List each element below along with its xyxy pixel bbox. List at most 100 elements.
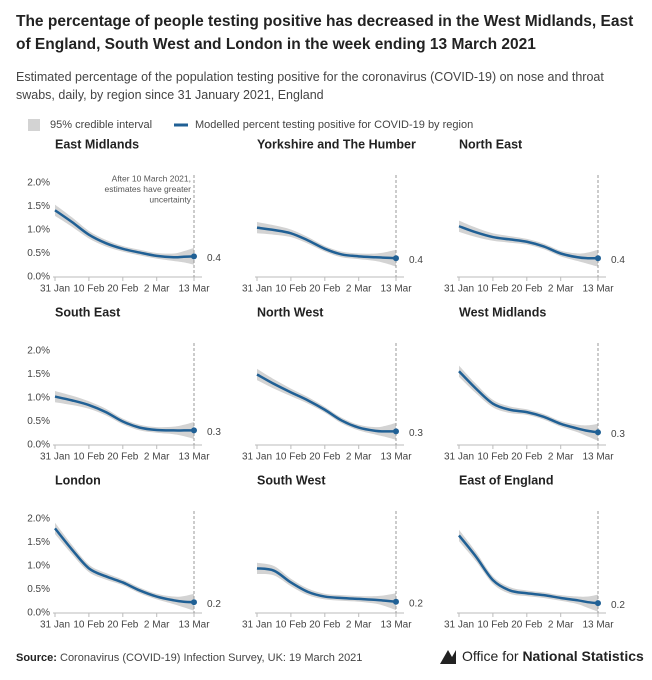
y-tick-label: 0.5% <box>27 416 50 427</box>
end-point <box>595 429 601 436</box>
panel-title: East Midlands <box>55 137 139 151</box>
trend-line <box>458 225 599 260</box>
x-tick-label: 20 Feb <box>309 620 341 631</box>
x-tick-label: 20 Feb <box>107 452 139 463</box>
y-tick-label: 0.0% <box>27 440 50 451</box>
y-tick-label: 2.0% <box>27 178 50 189</box>
y-tick-label: 2.0% <box>27 514 50 525</box>
x-tick-label: 10 Feb <box>275 620 307 631</box>
x-tick-label: 20 Feb <box>511 452 543 463</box>
x-tick-label: 10 Feb <box>275 452 307 463</box>
x-tick-label: 31 Jan <box>242 620 272 631</box>
y-tick-label: 0.5% <box>27 248 50 259</box>
x-tick-label: 31 Jan <box>40 620 70 631</box>
x-tick-label: 31 Jan <box>444 620 474 631</box>
x-tick-label: 10 Feb <box>477 452 509 463</box>
x-tick-label: 13 Mar <box>178 452 210 463</box>
x-tick-label: 31 Jan <box>40 452 70 463</box>
panel-title: West Midlands <box>459 305 546 319</box>
trend-line <box>256 373 397 433</box>
panel-title: Yorkshire and The Humber <box>257 137 416 151</box>
end-point <box>191 253 197 260</box>
source: Coronavirus (COVID-19) Infection Survey,… <box>60 652 362 664</box>
trend-line <box>54 527 195 604</box>
x-tick-label: 20 Feb <box>309 452 341 463</box>
trend-line <box>458 370 599 434</box>
end-point <box>595 600 601 607</box>
x-tick-label: 13 Mar <box>582 452 614 463</box>
x-tick-label: 10 Feb <box>73 620 105 631</box>
x-tick-label: 13 Mar <box>380 620 412 631</box>
x-tick-label: 10 Feb <box>275 284 307 295</box>
y-tick-label: 1.0% <box>27 225 50 236</box>
panel-title: South West <box>257 473 326 487</box>
x-tick-label: 2 Mar <box>144 284 170 295</box>
logo-prefix: Office for <box>462 648 519 664</box>
x-tick-label: 2 Mar <box>346 452 372 463</box>
source-label: Source: <box>16 652 57 664</box>
credible-interval <box>459 220 598 267</box>
header: The percentage of people testing positiv… <box>16 10 641 104</box>
panel-title: South East <box>55 305 121 319</box>
x-tick-label: 2 Mar <box>548 620 574 631</box>
x-tick-label: 20 Feb <box>511 284 543 295</box>
x-tick-label: 31 Jan <box>444 452 474 463</box>
credible-interval <box>55 522 194 611</box>
panel: South West 31 Jan 10 Feb 20 Feb 2 Mar 13 Mar 0… <box>242 473 423 630</box>
trend-line <box>458 534 599 605</box>
panel: East of England 31 Jan 10 Feb 20 Feb 2 Mar 13… <box>444 473 625 630</box>
x-tick-label: 13 Mar <box>582 620 614 631</box>
panel-title: London <box>55 473 101 487</box>
value-label: 0.2 <box>611 600 625 611</box>
panel: North East 31 Jan 10 Feb 20 Feb 2 Mar 13 Mar 0… <box>444 137 625 294</box>
value-label: 0.4 <box>611 255 625 266</box>
x-tick-label: 10 Feb <box>477 620 509 631</box>
panel-title: North East <box>459 137 523 151</box>
legend-label: Modelled percent testing positive for CO… <box>195 119 473 131</box>
legend-label: 95% credible interval <box>50 119 152 131</box>
x-tick-label: 31 Jan <box>40 284 70 295</box>
value-label: 0.2 <box>207 599 221 610</box>
x-tick-label: 2 Mar <box>144 452 170 463</box>
x-tick-label: 13 Mar <box>582 284 614 295</box>
annotation: estimates have greater <box>105 184 192 194</box>
trend-line <box>54 395 194 432</box>
x-tick-label: 2 Mar <box>346 620 372 631</box>
credible-interval <box>55 390 194 439</box>
x-tick-label: 10 Feb <box>73 452 105 463</box>
x-tick-label: 20 Feb <box>309 284 341 295</box>
trend-line <box>54 209 195 259</box>
y-tick-label: 1.5% <box>27 369 50 380</box>
y-tick-label: 1.5% <box>27 201 50 212</box>
credible-interval <box>459 365 598 441</box>
y-tick-label: 1.0% <box>27 393 50 404</box>
value-label: 0.3 <box>207 427 221 438</box>
panel-title: North West <box>257 305 324 319</box>
annotation: After 10 March 2021, <box>112 173 191 183</box>
value-label: 0.4 <box>409 255 423 266</box>
end-point <box>393 255 399 262</box>
x-tick-label: 10 Feb <box>73 284 105 295</box>
x-tick-label: 2 Mar <box>346 284 372 295</box>
value-label: 0.3 <box>611 429 625 440</box>
panel-title: East of England <box>459 473 553 487</box>
annotation: uncertainty <box>149 194 191 204</box>
logo-bold: National Statistics <box>522 648 644 664</box>
x-tick-label: 13 Mar <box>380 284 412 295</box>
page-title: The percentage of people testing positiv… <box>16 13 634 53</box>
x-tick-label: 10 Feb <box>477 284 509 295</box>
x-tick-label: 20 Feb <box>511 620 543 631</box>
credible-interval <box>55 204 194 265</box>
x-tick-label: 13 Mar <box>178 284 210 295</box>
y-tick-label: 0.0% <box>27 272 50 283</box>
x-tick-label: 2 Mar <box>144 620 170 631</box>
y-tick-label: 0.0% <box>27 608 50 619</box>
panel: West Midlands 31 Jan 10 Feb 20 Feb 2 Mar 13 M… <box>444 305 625 462</box>
panel: North West 31 Jan 10 Feb 20 Feb 2 Mar 13 Mar 0… <box>242 305 423 462</box>
x-tick-label: 20 Feb <box>107 284 139 295</box>
credible-interval <box>257 368 396 440</box>
credible-interval <box>257 562 396 611</box>
x-tick-label: 20 Feb <box>107 620 139 631</box>
